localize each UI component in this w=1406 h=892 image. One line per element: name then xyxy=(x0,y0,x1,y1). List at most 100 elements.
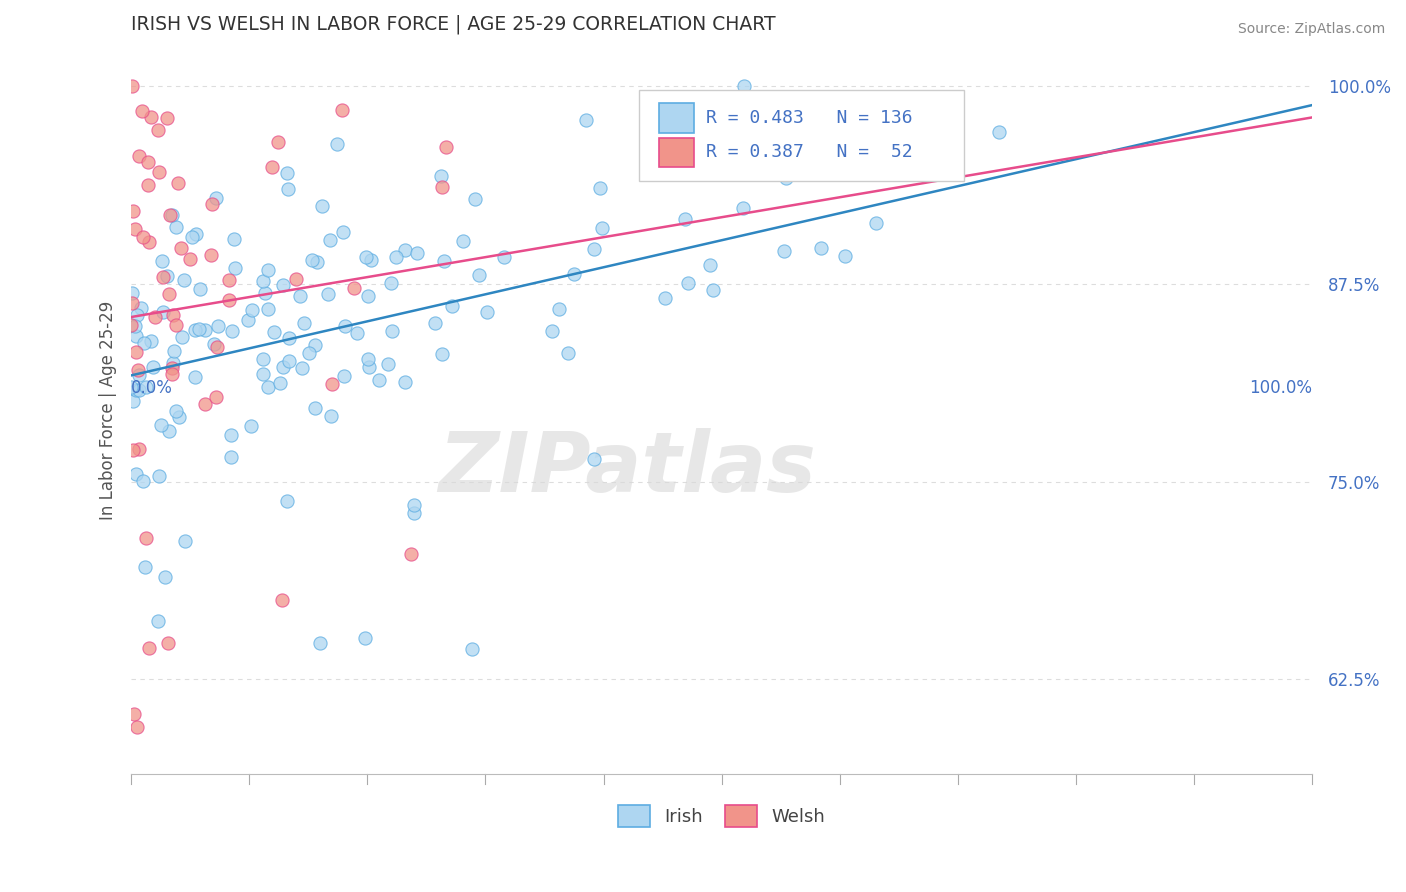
Point xyxy=(156,268,179,283)
Point xyxy=(278,331,301,345)
Point xyxy=(357,289,380,303)
Point xyxy=(125,329,148,343)
Point xyxy=(127,363,149,377)
Point xyxy=(156,112,179,126)
Point xyxy=(163,343,186,358)
Point xyxy=(121,296,143,310)
FancyBboxPatch shape xyxy=(638,90,963,181)
Point xyxy=(461,642,484,657)
Point xyxy=(291,360,314,375)
Point xyxy=(433,254,456,268)
Point xyxy=(673,211,696,226)
Point xyxy=(122,707,145,722)
Point xyxy=(160,208,183,222)
Point xyxy=(252,274,274,288)
Point xyxy=(263,325,285,339)
Point xyxy=(131,103,153,118)
Point xyxy=(810,241,832,255)
Point xyxy=(124,318,146,333)
Point xyxy=(200,248,222,262)
Point xyxy=(589,181,612,195)
Point xyxy=(333,318,356,333)
Point xyxy=(165,318,187,333)
Point xyxy=(252,351,274,366)
Point xyxy=(332,368,354,383)
Point xyxy=(236,312,259,326)
Point xyxy=(128,368,150,382)
Point xyxy=(179,252,201,267)
Point xyxy=(316,286,339,301)
Point xyxy=(377,357,399,371)
Point xyxy=(277,354,299,368)
Point xyxy=(165,219,187,234)
Point xyxy=(165,404,187,418)
Point xyxy=(187,322,209,336)
Text: 100.0%: 100.0% xyxy=(1249,379,1312,397)
Point xyxy=(224,260,246,275)
Point xyxy=(785,107,807,121)
Point xyxy=(120,380,142,394)
Point xyxy=(194,397,217,411)
Point xyxy=(121,442,143,457)
Point xyxy=(136,154,159,169)
Point xyxy=(162,356,184,370)
Point xyxy=(124,222,146,236)
Point xyxy=(475,305,498,319)
Point xyxy=(406,246,429,260)
Point xyxy=(159,208,181,222)
Point xyxy=(451,234,474,248)
Point xyxy=(152,304,174,318)
Text: R = 0.483   N = 136: R = 0.483 N = 136 xyxy=(706,109,912,127)
Legend: Irish, Welsh: Irish, Welsh xyxy=(617,805,825,827)
Point xyxy=(583,242,606,256)
Point xyxy=(204,390,226,404)
Point xyxy=(583,452,606,467)
Point xyxy=(257,380,280,394)
Point xyxy=(865,216,887,230)
Point xyxy=(131,301,153,315)
Point xyxy=(441,299,464,313)
Point xyxy=(321,376,343,391)
Point xyxy=(772,244,794,258)
Point xyxy=(254,285,277,300)
FancyBboxPatch shape xyxy=(659,137,695,167)
Point xyxy=(138,640,160,655)
Point xyxy=(128,148,150,162)
Point xyxy=(132,230,155,244)
Point xyxy=(434,140,457,154)
Point xyxy=(591,220,613,235)
Point xyxy=(731,201,754,215)
Point xyxy=(219,450,242,464)
Point xyxy=(359,359,381,374)
Point xyxy=(304,401,326,416)
Point xyxy=(218,272,240,286)
Point xyxy=(309,635,332,649)
Point xyxy=(298,345,321,359)
Point xyxy=(125,308,148,322)
Point xyxy=(122,394,145,409)
Point xyxy=(540,324,562,338)
Point xyxy=(430,169,453,184)
Point xyxy=(148,165,170,179)
Point xyxy=(134,560,156,574)
Point xyxy=(170,241,193,255)
Point xyxy=(468,268,491,282)
Point xyxy=(330,103,353,118)
Point xyxy=(775,170,797,185)
Point xyxy=(222,232,245,246)
Point xyxy=(271,359,294,374)
Point xyxy=(256,302,278,317)
Point xyxy=(157,424,180,438)
Point xyxy=(174,533,197,548)
Point xyxy=(381,324,404,338)
Point xyxy=(205,340,228,354)
Point xyxy=(153,570,176,584)
Point xyxy=(162,308,184,322)
Point xyxy=(346,326,368,340)
Point xyxy=(172,330,194,344)
Point xyxy=(121,285,143,300)
Point xyxy=(548,301,571,316)
Point xyxy=(128,383,150,397)
Point xyxy=(240,419,263,434)
Point xyxy=(257,263,280,277)
